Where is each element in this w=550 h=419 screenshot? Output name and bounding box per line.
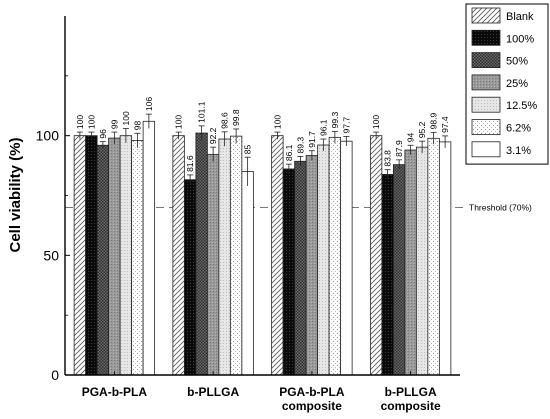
data-label: 96.1 [318, 119, 328, 136]
bar [142, 120, 156, 376]
bar [131, 140, 144, 376]
legend-swatch [471, 74, 501, 91]
bar [172, 135, 185, 376]
legend-swatch [471, 96, 501, 113]
category-label: composite [381, 399, 441, 413]
bar [271, 135, 284, 376]
bar [340, 140, 353, 376]
y-tick-label: 100 [36, 128, 60, 144]
data-label: 81.6 [185, 155, 195, 172]
data-label: 100 [75, 115, 85, 129]
data-label: 98 [132, 121, 142, 131]
data-label: 89.3 [295, 137, 305, 154]
category-label: b-PLLGA [385, 385, 437, 399]
data-label: 97.7 [341, 117, 351, 134]
data-label: 95.2 [417, 121, 427, 138]
bar [294, 160, 307, 376]
legend-swatch [471, 7, 501, 24]
category-label: PGA-b-PLA [82, 385, 148, 399]
data-label: 101.1 [197, 101, 207, 123]
data-label: 94 [406, 133, 416, 143]
y-axis-title: Cell viability (%) [7, 137, 24, 252]
bar [108, 137, 121, 376]
bar [183, 179, 197, 376]
bar [195, 132, 208, 376]
legend-label: 100% [506, 33, 534, 45]
bar [119, 135, 133, 376]
category-label: PGA-b-PLA [279, 385, 345, 399]
bar [404, 149, 417, 376]
legend-label: Blank [506, 11, 534, 23]
data-label: 85 [243, 144, 253, 154]
legend-label: 6.2% [506, 123, 531, 135]
legend-label: 3.1% [506, 145, 531, 157]
bar [85, 135, 98, 376]
bar [317, 144, 330, 376]
bar [229, 135, 243, 376]
data-label: 100 [174, 115, 184, 129]
data-label: 87.9 [394, 140, 404, 157]
category-label: composite [282, 399, 342, 413]
legend-swatch [471, 29, 501, 46]
category-label: b-PLLGA [187, 385, 239, 399]
bar [427, 137, 440, 376]
bar [369, 135, 383, 376]
legend: Blank 100% 50% 25% 12.5% 6.2% 3.1% [465, 3, 549, 165]
data-label: 98.6 [220, 112, 230, 129]
bar [392, 164, 406, 376]
bar [438, 141, 452, 376]
threshold-label: Threshold (70%) [469, 202, 532, 212]
bar [328, 136, 342, 376]
bar [282, 168, 296, 376]
y-tick-label: 0 [51, 367, 59, 383]
bar [241, 171, 254, 376]
data-label: 98.9 [429, 112, 439, 129]
legend-label: 12.5% [506, 100, 537, 112]
data-label: 92.2 [208, 127, 218, 144]
legend-label: 50% [506, 56, 528, 68]
data-label: 100 [272, 115, 282, 129]
legend-swatch [471, 119, 501, 135]
legend-swatch [471, 141, 501, 158]
data-label: 83.8 [383, 150, 393, 167]
data-label: 100 [121, 111, 131, 125]
data-label: 86.1 [284, 144, 294, 161]
y-tick-label: 50 [43, 247, 59, 263]
data-label: 99.8 [231, 109, 241, 126]
data-label: 99 [109, 119, 119, 129]
data-label: 106 [144, 97, 154, 111]
bar [218, 138, 231, 376]
legend-swatch [471, 52, 501, 68]
data-label: 91.7 [307, 131, 317, 148]
data-label: 100 [371, 115, 381, 129]
data-label: 100 [86, 115, 96, 129]
bar [206, 153, 220, 376]
bar [381, 174, 394, 376]
bar [415, 146, 429, 376]
bar [305, 155, 319, 376]
bar [73, 135, 87, 376]
data-label: 99.3 [330, 112, 340, 129]
data-label: 96 [98, 129, 108, 139]
bar [96, 144, 110, 376]
data-label: 97.4 [440, 116, 450, 133]
legend-label: 25% [506, 78, 528, 90]
